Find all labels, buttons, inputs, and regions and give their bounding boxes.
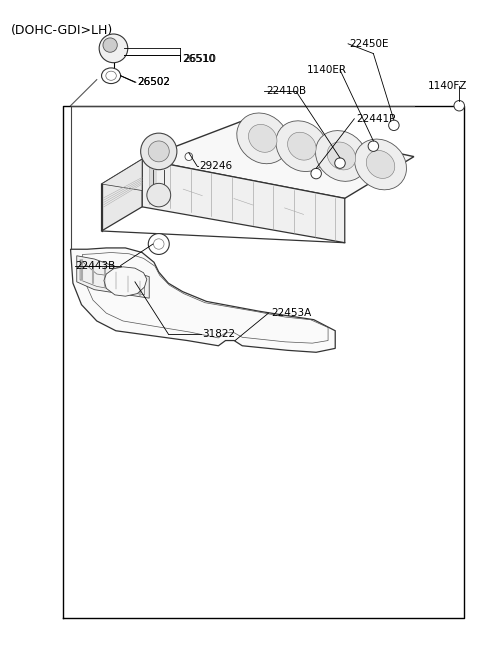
Ellipse shape bbox=[336, 159, 343, 168]
Ellipse shape bbox=[147, 183, 171, 207]
Text: 22443B: 22443B bbox=[75, 261, 116, 271]
Ellipse shape bbox=[311, 168, 322, 179]
Ellipse shape bbox=[313, 169, 320, 178]
Polygon shape bbox=[77, 255, 149, 298]
Ellipse shape bbox=[186, 153, 191, 160]
Ellipse shape bbox=[454, 100, 465, 111]
Text: 31822: 31822 bbox=[202, 329, 235, 339]
Ellipse shape bbox=[456, 101, 463, 110]
Ellipse shape bbox=[276, 121, 328, 172]
Text: 1140FZ: 1140FZ bbox=[428, 81, 468, 91]
Ellipse shape bbox=[185, 153, 192, 160]
Ellipse shape bbox=[288, 132, 316, 160]
Text: 26502: 26502 bbox=[137, 77, 170, 87]
Ellipse shape bbox=[148, 234, 169, 254]
Text: (DOHC-GDI>LH): (DOHC-GDI>LH) bbox=[11, 24, 113, 37]
Text: 26502: 26502 bbox=[137, 77, 170, 87]
Text: 29246: 29246 bbox=[199, 160, 232, 171]
Ellipse shape bbox=[335, 158, 345, 168]
Ellipse shape bbox=[148, 141, 169, 162]
Polygon shape bbox=[71, 248, 335, 352]
Ellipse shape bbox=[389, 120, 399, 130]
Ellipse shape bbox=[391, 121, 397, 130]
Text: 22441P: 22441P bbox=[357, 114, 396, 124]
Ellipse shape bbox=[99, 34, 128, 63]
Ellipse shape bbox=[315, 130, 367, 181]
Ellipse shape bbox=[103, 38, 117, 52]
Polygon shape bbox=[104, 267, 147, 296]
Text: 26510: 26510 bbox=[182, 54, 216, 64]
Ellipse shape bbox=[327, 142, 356, 170]
Ellipse shape bbox=[370, 141, 377, 151]
Ellipse shape bbox=[249, 124, 277, 153]
Polygon shape bbox=[102, 159, 142, 191]
Text: 26510: 26510 bbox=[183, 54, 216, 64]
Text: 22410B: 22410B bbox=[266, 86, 306, 96]
Text: 22453A: 22453A bbox=[271, 308, 311, 318]
Ellipse shape bbox=[368, 141, 379, 151]
Polygon shape bbox=[142, 120, 414, 198]
Ellipse shape bbox=[355, 139, 407, 190]
Ellipse shape bbox=[237, 113, 288, 164]
Polygon shape bbox=[142, 159, 345, 243]
Ellipse shape bbox=[366, 151, 395, 178]
Text: 1140ER: 1140ER bbox=[307, 65, 347, 75]
Ellipse shape bbox=[141, 133, 177, 170]
Ellipse shape bbox=[106, 71, 116, 81]
Ellipse shape bbox=[102, 68, 120, 84]
Text: 22450E: 22450E bbox=[349, 39, 389, 48]
Ellipse shape bbox=[154, 239, 164, 250]
Polygon shape bbox=[102, 159, 142, 231]
